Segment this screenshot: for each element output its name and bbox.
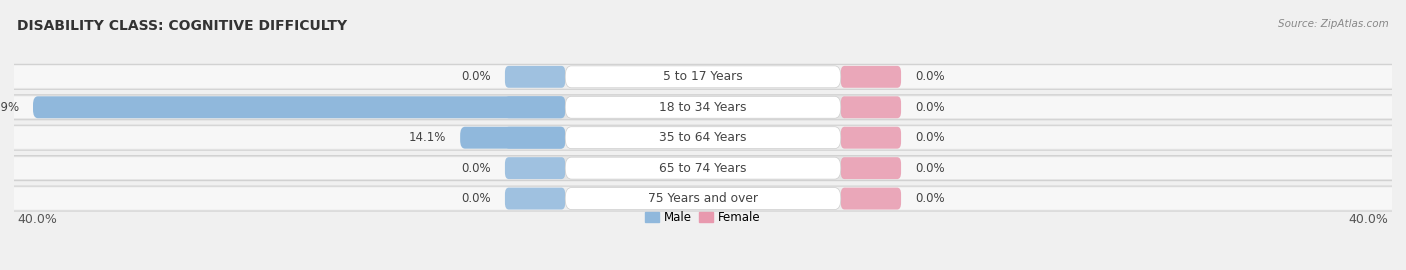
FancyBboxPatch shape [565,188,841,210]
FancyBboxPatch shape [8,188,565,210]
FancyBboxPatch shape [6,186,1400,211]
Text: DISABILITY CLASS: COGNITIVE DIFFICULTY: DISABILITY CLASS: COGNITIVE DIFFICULTY [17,19,347,33]
FancyBboxPatch shape [8,127,565,149]
Text: 18 to 34 Years: 18 to 34 Years [659,101,747,114]
Text: 40.0%: 40.0% [1348,213,1389,226]
Text: 14.1%: 14.1% [409,131,446,144]
Text: 75 Years and over: 75 Years and over [648,192,758,205]
FancyBboxPatch shape [8,66,565,88]
FancyBboxPatch shape [841,188,1398,210]
FancyBboxPatch shape [841,96,901,118]
Text: 35 to 64 Years: 35 to 64 Years [659,131,747,144]
Text: 0.0%: 0.0% [461,162,491,175]
Text: 0.0%: 0.0% [915,70,945,83]
FancyBboxPatch shape [460,127,565,149]
FancyBboxPatch shape [565,127,841,149]
FancyBboxPatch shape [841,127,1398,149]
FancyBboxPatch shape [841,96,1398,118]
FancyBboxPatch shape [32,96,565,118]
FancyBboxPatch shape [505,188,565,210]
Text: 0.0%: 0.0% [915,162,945,175]
FancyBboxPatch shape [841,66,1398,88]
FancyBboxPatch shape [6,125,1400,150]
FancyBboxPatch shape [841,157,901,179]
FancyBboxPatch shape [841,188,901,210]
Text: 40.0%: 40.0% [17,213,58,226]
FancyBboxPatch shape [565,66,841,88]
FancyBboxPatch shape [565,157,841,179]
Legend: Male, Female: Male, Female [641,207,765,229]
Text: Source: ZipAtlas.com: Source: ZipAtlas.com [1278,19,1389,29]
Text: 38.9%: 38.9% [0,101,20,114]
Text: 0.0%: 0.0% [915,131,945,144]
FancyBboxPatch shape [841,157,1398,179]
FancyBboxPatch shape [841,66,901,88]
FancyBboxPatch shape [841,127,901,149]
Text: 5 to 17 Years: 5 to 17 Years [664,70,742,83]
Text: 0.0%: 0.0% [461,70,491,83]
FancyBboxPatch shape [505,157,565,179]
FancyBboxPatch shape [8,96,565,118]
FancyBboxPatch shape [6,156,1400,181]
Text: 0.0%: 0.0% [915,192,945,205]
Text: 65 to 74 Years: 65 to 74 Years [659,162,747,175]
FancyBboxPatch shape [505,66,565,88]
FancyBboxPatch shape [505,127,565,149]
FancyBboxPatch shape [565,96,841,118]
FancyBboxPatch shape [6,95,1400,120]
Text: 0.0%: 0.0% [915,101,945,114]
Text: 0.0%: 0.0% [461,192,491,205]
FancyBboxPatch shape [8,157,565,179]
FancyBboxPatch shape [6,64,1400,89]
FancyBboxPatch shape [505,96,565,118]
